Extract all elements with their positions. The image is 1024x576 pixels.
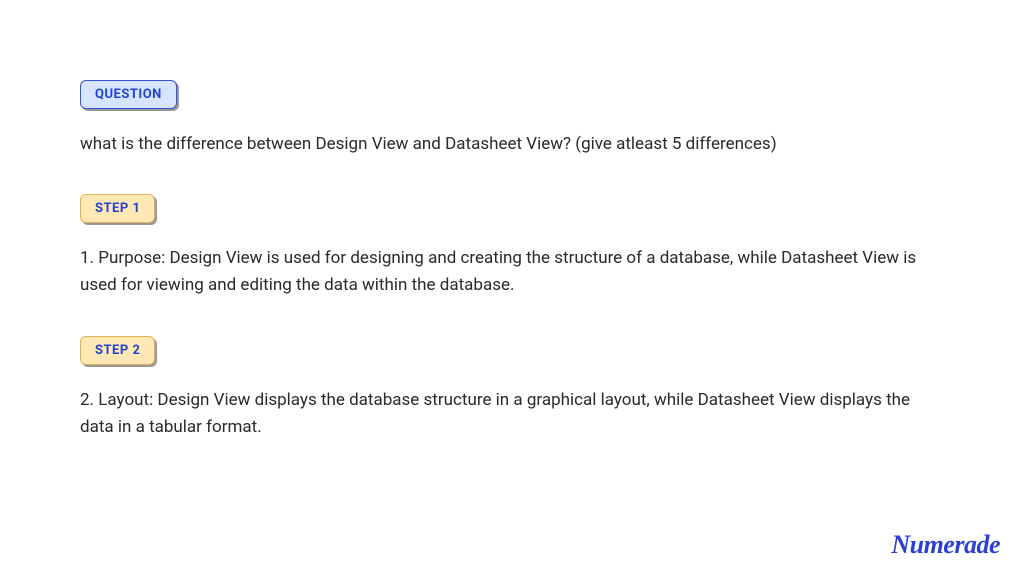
question-text: what is the difference between Design Vi… — [80, 131, 944, 158]
question-section: QUESTION what is the difference between … — [80, 80, 944, 158]
step-1-text: 1. Purpose: Design View is used for desi… — [80, 245, 944, 299]
step-1-section: STEP 1 1. Purpose: Design View is used f… — [80, 194, 944, 299]
step-2-text: 2. Layout: Design View displays the data… — [80, 387, 944, 441]
numerade-watermark: Numerade — [891, 530, 1000, 560]
step-2-section: STEP 2 2. Layout: Design View displays t… — [80, 336, 944, 441]
step-1-badge: STEP 1 — [80, 194, 155, 223]
question-badge: QUESTION — [80, 80, 177, 109]
step-2-badge: STEP 2 — [80, 336, 155, 365]
